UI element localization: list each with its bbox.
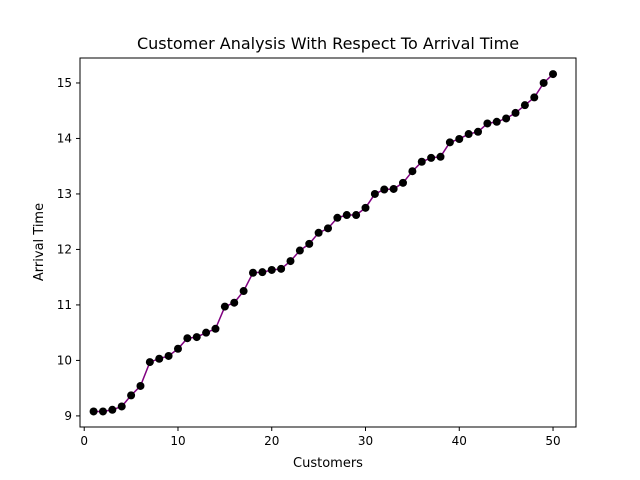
data-point <box>108 405 117 414</box>
series-markers <box>89 70 558 416</box>
y-tick-label: 10 <box>57 353 72 367</box>
y-tick-label: 12 <box>57 242 72 256</box>
y-tick-label: 15 <box>57 76 72 90</box>
data-point <box>230 298 239 307</box>
data-point <box>389 184 398 193</box>
data-point <box>324 224 332 233</box>
data-point <box>417 157 426 166</box>
data-point <box>277 264 286 273</box>
data-point <box>436 152 445 161</box>
y-tick-label: 14 <box>57 131 72 145</box>
x-axis: 0 10 20 30 40 50 <box>80 427 561 448</box>
data-point <box>202 328 211 337</box>
data-point <box>333 213 342 222</box>
data-point <box>192 333 201 342</box>
data-point <box>127 391 136 400</box>
chart-title: Customer Analysis With Respect To Arriva… <box>137 34 519 53</box>
data-point <box>117 402 126 411</box>
data-point <box>455 135 464 144</box>
data-point <box>89 407 98 416</box>
data-point <box>239 287 248 296</box>
y-axis: 9 10 11 12 13 14 15 <box>57 76 80 423</box>
data-point <box>258 268 267 277</box>
data-point <box>145 358 154 367</box>
data-point <box>155 354 164 363</box>
data-point <box>380 185 389 194</box>
data-point <box>530 93 539 102</box>
data-point <box>464 130 473 139</box>
x-tick-label: 20 <box>264 434 279 448</box>
x-axis-label: Customers <box>293 456 363 471</box>
data-point <box>370 189 379 198</box>
data-point <box>483 119 492 128</box>
y-tick-label: 13 <box>57 187 72 201</box>
y-tick-label: 11 <box>57 298 72 312</box>
data-point <box>173 344 182 353</box>
data-point <box>305 239 314 248</box>
data-point <box>267 265 276 274</box>
data-point <box>361 203 370 212</box>
data-point <box>352 211 361 220</box>
data-point <box>164 351 173 360</box>
data-point <box>220 302 229 311</box>
data-point <box>98 407 107 416</box>
y-tick-label: 9 <box>64 409 72 423</box>
data-point <box>408 167 417 176</box>
data-point <box>399 178 408 187</box>
data-point <box>314 228 323 237</box>
x-tick-label: 0 <box>80 434 88 448</box>
data-point <box>502 114 511 123</box>
data-point <box>445 138 454 147</box>
data-point <box>474 127 483 136</box>
plot-area <box>79 57 577 428</box>
data-point <box>549 70 558 79</box>
data-point <box>342 211 351 220</box>
x-tick-label: 10 <box>170 434 185 448</box>
data-point <box>183 334 192 343</box>
data-point <box>286 257 295 266</box>
data-point <box>511 108 520 117</box>
data-point <box>427 153 436 162</box>
data-point <box>520 101 529 110</box>
data-point <box>295 246 304 255</box>
x-tick-label: 50 <box>545 434 560 448</box>
data-point <box>211 324 220 333</box>
data-point <box>492 117 501 126</box>
x-tick-label: 40 <box>452 434 467 448</box>
data-point <box>136 381 145 390</box>
x-tick-label: 30 <box>358 434 373 448</box>
y-axis-label: Arrival Time <box>32 203 47 281</box>
data-point <box>248 268 257 277</box>
data-point <box>539 78 548 87</box>
